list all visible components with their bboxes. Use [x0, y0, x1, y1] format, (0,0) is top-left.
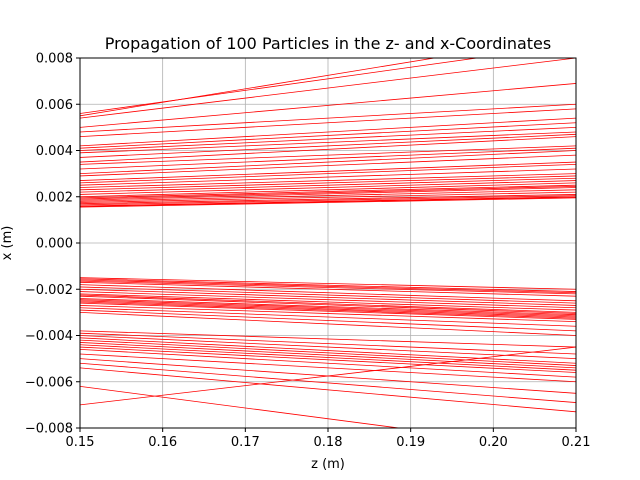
particle-trajectory-20	[80, 173, 576, 188]
particle-trajectory-46	[80, 295, 576, 314]
particle-trajectory-25	[80, 184, 576, 199]
particle-trajectory-26	[80, 185, 576, 200]
particle-trajectory-65	[80, 353, 576, 383]
chart-title: Propagation of 100 Particles in the z- a…	[105, 34, 551, 53]
particle-trajectory-34	[80, 197, 576, 208]
particle-trajectory-16	[80, 154, 576, 177]
particle-trajectory-70	[80, 346, 576, 406]
particle-trajectory-13	[80, 145, 576, 165]
particle-trajectory-59	[80, 337, 576, 364]
particle-trajectory-69	[80, 385, 402, 428]
particle-trajectory-36	[80, 278, 576, 292]
x-tick-label: 0.16	[148, 435, 177, 450]
particle-trajectory-48	[80, 299, 576, 317]
particle-trajectory-15	[80, 150, 576, 175]
particle-trajectory-11	[80, 133, 576, 158]
particle-trajectory-41	[80, 286, 576, 304]
particle-trajectory-63	[80, 346, 576, 373]
particle-trajectory-28	[80, 189, 576, 202]
particle-trajectory-53	[80, 307, 576, 327]
y-axis-label: x (m)	[0, 226, 15, 261]
y-tick-label: 0.004	[36, 144, 73, 159]
x-tick-label: 0.17	[231, 435, 260, 450]
particle-trajectory-31	[80, 195, 576, 206]
x-tick-label: 0.20	[479, 435, 508, 450]
particle-trajectory-38	[80, 280, 576, 295]
particle-trajectory-40	[80, 284, 576, 302]
particle-trajectory-12	[80, 136, 576, 163]
y-tick-label: −0.006	[25, 375, 73, 390]
particle-trajectory-50	[80, 301, 576, 319]
particle-trajectory-52	[80, 305, 576, 323]
y-tick-label: −0.002	[25, 283, 73, 298]
particle-trajectory-24	[80, 182, 576, 198]
particle-trajectory-44	[80, 293, 576, 311]
particle-trajectory-27	[80, 187, 576, 201]
particle-trajectory-8	[80, 122, 576, 149]
particle-lines	[80, 58, 576, 428]
y-tick-label: 0.008	[36, 52, 73, 67]
particle-trajectory-14	[80, 147, 576, 170]
x-axis-ticks: 0.15 0.16 0.17 0.18 0.19 0.20 0.21	[66, 428, 591, 450]
particle-trajectory-60	[80, 339, 576, 366]
x-tick-label: 0.21	[562, 435, 591, 450]
y-tick-label: 0.000	[36, 237, 73, 252]
particle-trajectory-3	[80, 58, 576, 119]
x-tick-label: 0.19	[396, 435, 425, 450]
y-tick-label: −0.008	[25, 422, 73, 437]
particle-trajectory-7	[80, 117, 576, 147]
particle-trajectory-42	[80, 288, 576, 306]
particle-trajectory-18	[80, 163, 576, 184]
x-tick-label: 0.15	[66, 435, 95, 450]
particle-trajectory-45	[80, 294, 576, 313]
particle-trajectory-58	[80, 335, 576, 360]
particle-trajectory-4	[80, 83, 576, 128]
particle-trajectory-17	[80, 161, 576, 181]
particle-trajectory-57	[80, 332, 576, 355]
y-tick-label: 0.002	[36, 190, 73, 205]
x-axis-label: z (m)	[311, 457, 345, 472]
particle-trajectory-23	[80, 180, 576, 195]
y-tick-label: −0.004	[25, 329, 73, 344]
particle-trajectory-43	[80, 291, 576, 309]
particle-trajectory-32	[80, 196, 576, 207]
particle-trajectory-5	[80, 103, 576, 133]
particle-trajectory-47	[80, 298, 576, 316]
particle-trajectory-64	[80, 348, 576, 378]
particle-trajectory-49	[80, 300, 576, 318]
particle-trajectory-51	[80, 302, 576, 320]
particle-trajectory-30	[80, 194, 576, 205]
particle-trajectory-61	[80, 342, 576, 369]
particle-trajectory-39	[80, 281, 576, 297]
particle-trajectory-35	[80, 277, 576, 290]
particle-trajectory-2	[80, 58, 480, 114]
particle-trajectory-29	[80, 191, 576, 203]
particle-trajectory-21	[80, 175, 576, 191]
particle-trajectory-33	[80, 196, 576, 207]
particle-trajectory-54	[80, 309, 576, 332]
y-tick-label: 0.006	[36, 98, 73, 113]
particle-trajectory-62	[80, 344, 576, 371]
particle-trajectory-6	[80, 108, 576, 138]
particle-trajectory-37	[80, 279, 576, 294]
particle-trajectory-56	[80, 330, 576, 348]
particle-trajectory-22	[80, 177, 576, 193]
y-axis-ticks: −0.008 −0.006 −0.004 −0.002 0.000 0.002 0.004 0…	[25, 52, 80, 437]
x-tick-label: 0.18	[314, 435, 343, 450]
particle-trajectory-19	[80, 168, 576, 186]
particle-trajectory-9	[80, 126, 576, 151]
particle-trajectory-67	[80, 362, 576, 403]
particle-trajectory-55	[80, 311, 576, 336]
particle-trajectory-10	[80, 131, 576, 154]
particle-trajectory-68	[80, 367, 576, 413]
